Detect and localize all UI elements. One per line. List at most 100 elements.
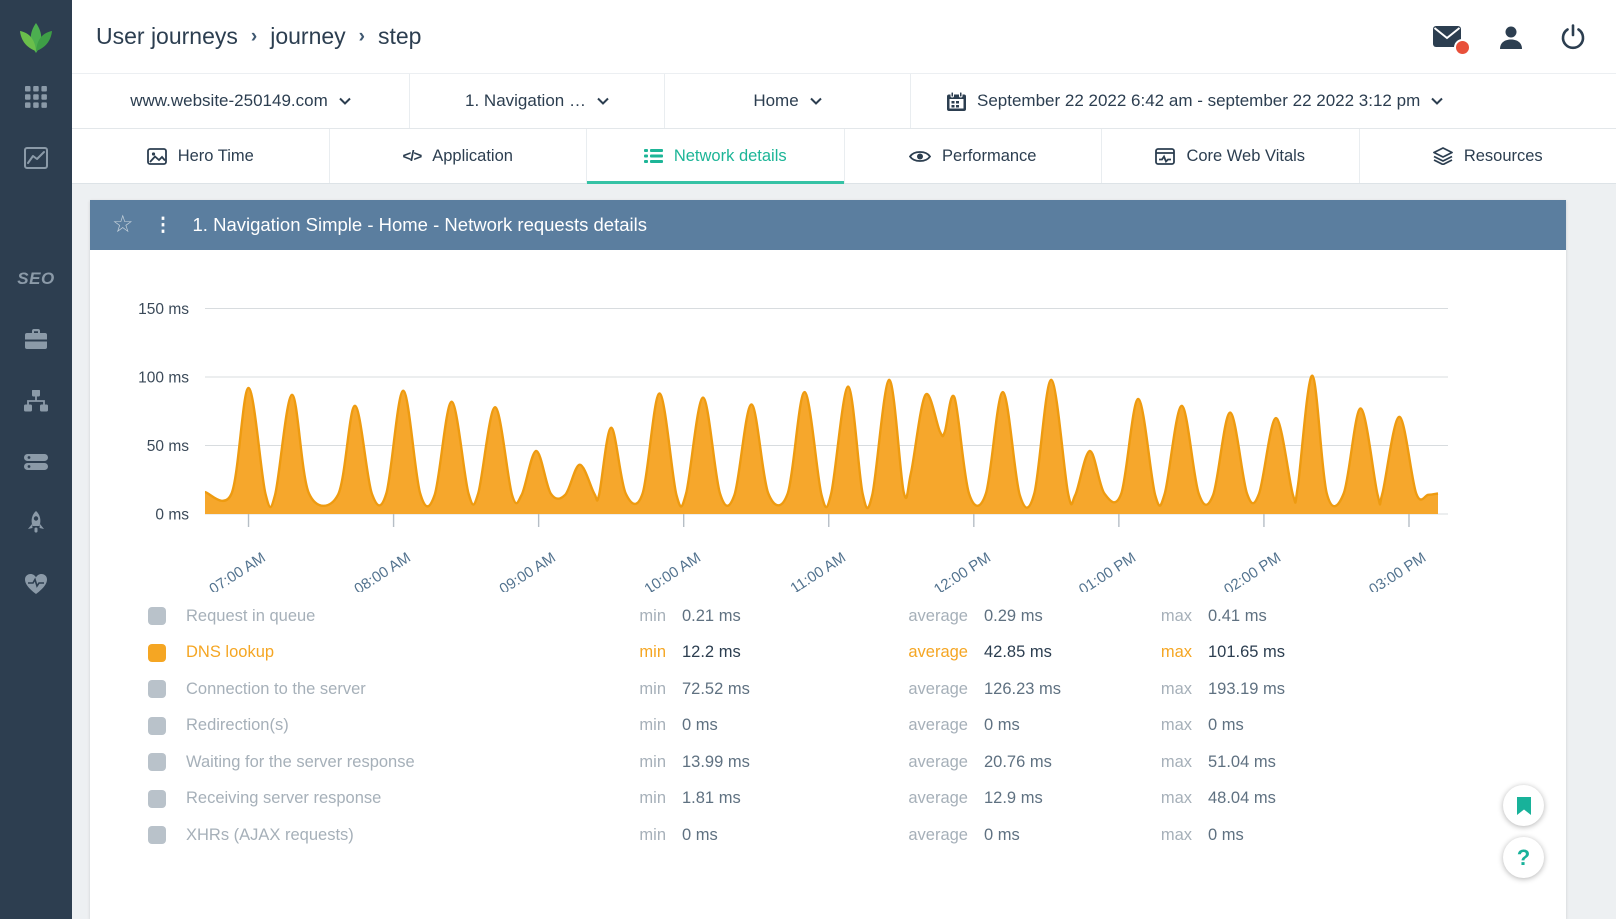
journey-dropdown[interactable]: 1. Navigation … (410, 74, 665, 128)
section-tabs: Hero Time </> Application Network detail… (72, 129, 1616, 184)
legend-row[interactable]: Redirection(s) min 0 ms average 0 ms max 0 ms (148, 708, 1566, 745)
logout-button[interactable] (1560, 23, 1586, 50)
breadcrumb-user-journeys[interactable]: User journeys (96, 23, 238, 49)
min-value: 0.21 ms (682, 606, 741, 625)
app-logo[interactable] (17, 10, 55, 66)
max-label: max (1160, 606, 1192, 625)
main-area: User journeys › journey › step (72, 0, 1616, 919)
bookmark-button[interactable] (1503, 785, 1544, 826)
average-value: 12.9 ms (984, 789, 1043, 808)
step-dropdown[interactable]: Home (665, 74, 911, 128)
x-axis-label: 01:00 PM (1076, 549, 1139, 592)
rocket-icon (28, 510, 44, 532)
favorite-star-icon[interactable]: ☆ (112, 211, 134, 238)
max-label: max (1160, 643, 1192, 662)
series-label[interactable]: XHRs (AJAX requests) (186, 825, 354, 844)
min-value: 0 ms (682, 825, 718, 844)
tab-network-details[interactable]: Network details (587, 129, 845, 184)
tab-application[interactable]: </> Application (330, 129, 587, 183)
y-axis-label: 0 ms (155, 507, 189, 524)
series-toggle-checkbox[interactable] (148, 789, 166, 808)
tab-performance[interactable]: Performance (845, 129, 1102, 183)
tab-core-web-vitals[interactable]: Core Web Vitals (1102, 129, 1360, 183)
average-value: 0.29 ms (984, 606, 1043, 625)
series-label[interactable]: Request in queue (186, 606, 316, 625)
dns-lookup-area-series[interactable] (205, 375, 1438, 514)
legend-row[interactable]: Waiting for the server response min 13.99 … (148, 744, 1566, 781)
legend-row[interactable]: XHRs (AJAX requests) min 0 ms average 0 ms ma… (148, 817, 1566, 854)
legend-row[interactable]: Receiving server response min 1.81 ms avera… (148, 781, 1566, 818)
series-label[interactable]: Waiting for the server response (186, 752, 415, 771)
x-axis-label: 07:00 AM (206, 549, 268, 592)
vitals-chart-icon (1155, 147, 1176, 165)
filter-toolbar: www.website-250149.com 1. Navigation … H… (72, 74, 1616, 129)
max-value: 0 ms (1208, 716, 1244, 735)
max-value: 48.04 ms (1208, 789, 1276, 808)
help-button[interactable]: ? (1503, 837, 1544, 878)
sidebar-item-seo[interactable]: SEO (0, 248, 72, 309)
chevron-down-icon (809, 97, 822, 105)
series-toggle-checkbox[interactable] (148, 753, 166, 772)
series-toggle-checkbox[interactable] (148, 643, 166, 662)
sidebar-item-sitemap[interactable] (0, 370, 72, 431)
sidebar-item-boost[interactable] (0, 492, 72, 553)
average-value: 20.76 ms (984, 752, 1052, 771)
series-toggle-checkbox[interactable] (148, 680, 166, 699)
tab-resources[interactable]: Resources (1360, 129, 1616, 183)
tab-label: Resources (1463, 146, 1543, 165)
legend-row[interactable]: DNS lookup min 12.2 ms average 42.85 ms max 10… (148, 635, 1566, 672)
min-label: min (639, 679, 666, 698)
request-list-icon (643, 149, 663, 163)
min-label: min (639, 606, 666, 625)
sidebar-item-reports[interactable] (0, 127, 72, 188)
bookmark-icon (1516, 796, 1531, 815)
series-label[interactable]: DNS lookup (186, 643, 275, 662)
sidebar-item-overview[interactable] (0, 66, 72, 127)
series-label[interactable]: Receiving server response (186, 789, 382, 808)
storage-icon (24, 453, 48, 470)
calendar-icon (947, 91, 966, 111)
min-label: min (639, 643, 666, 662)
min-label: min (639, 716, 666, 735)
y-axis-label: 100 ms (138, 370, 189, 387)
series-toggle-checkbox[interactable] (148, 826, 166, 845)
legend-row[interactable]: Connection to the server min 72.52 ms avera… (148, 671, 1566, 708)
min-label: min (639, 825, 666, 844)
x-axis-label: 03:00 PM (1366, 549, 1429, 592)
account-button[interactable] (1498, 24, 1524, 50)
average-value: 0 ms (984, 716, 1020, 735)
tab-label: Hero Time (177, 146, 254, 165)
legend-row[interactable]: Request in queue min 0.21 ms average 0.29 ms… (148, 598, 1566, 635)
area-chart[interactable]: 0 ms 50 ms 100 ms 150 ms 07:00 AM 08:00 AM 09:… (90, 274, 1566, 592)
min-label: min (639, 752, 666, 771)
header-actions (1432, 23, 1586, 56)
breadcrumb: User journeys › journey › step (96, 23, 421, 50)
website-dropdown[interactable]: www.website-250149.com (72, 74, 410, 128)
tab-label: Core Web Vitals (1186, 146, 1306, 165)
seo-label: SEO (17, 268, 55, 288)
user-icon (1500, 26, 1522, 49)
notifications-button[interactable] (1432, 25, 1471, 56)
tab-hero-time[interactable]: Hero Time (72, 129, 330, 183)
breadcrumb-journey[interactable]: journey (270, 23, 346, 49)
average-label: average (908, 752, 968, 771)
series-toggle-checkbox[interactable] (148, 716, 166, 735)
x-axis-label: 09:00 AM (496, 549, 558, 592)
date-range-picker[interactable]: September 22 2022 6:42 am - september 22… (911, 74, 1616, 128)
notification-badge (1454, 39, 1471, 56)
panel-menu-icon[interactable]: ⋮ (153, 214, 173, 236)
min-label: min (639, 789, 666, 808)
sidebar-item-infrastructure[interactable] (0, 431, 72, 492)
min-value: 72.52 ms (682, 679, 750, 698)
breadcrumb-step[interactable]: step (377, 23, 422, 49)
network-requests-chart[interactable]: 0 ms 50 ms 100 ms 150 ms 07:00 AM 08:00 AM 09:… (90, 250, 1566, 592)
series-label[interactable]: Redirection(s) (186, 716, 289, 735)
network-details-panel: ☆ ⋮ 1. Navigation Simple - Home - Networ… (90, 200, 1566, 919)
top-header: User journeys › journey › step (72, 0, 1616, 74)
series-toggle-checkbox[interactable] (148, 607, 166, 626)
chevron-down-icon (339, 97, 351, 105)
sidebar-item-health[interactable] (0, 553, 72, 614)
sidebar-item-experience[interactable] (0, 309, 72, 370)
series-label[interactable]: Connection to the server (186, 679, 366, 698)
min-value: 12.2 ms (682, 643, 741, 662)
